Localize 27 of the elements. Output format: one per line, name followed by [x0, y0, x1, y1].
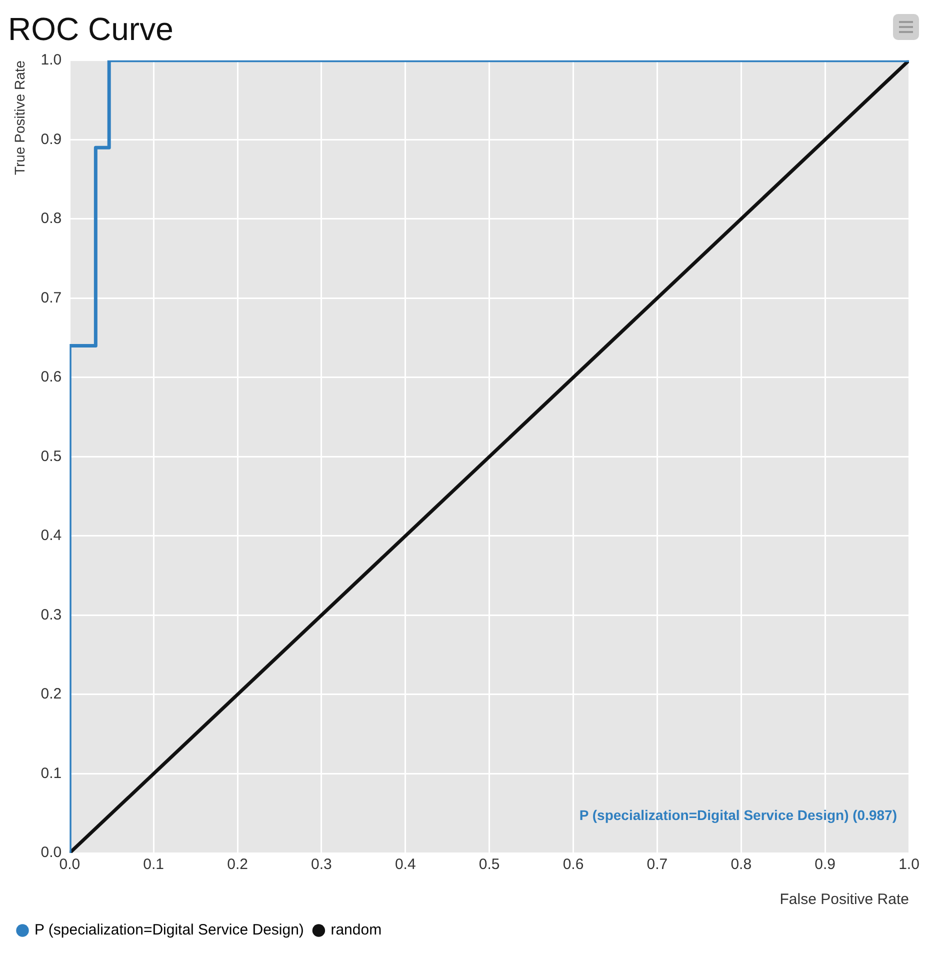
x-tick-label: 0.1 — [143, 856, 164, 874]
x-tick-label: 0.3 — [311, 856, 332, 874]
y-tick-label: 0.8 — [40, 210, 62, 228]
chart-title: ROC Curve — [8, 11, 174, 48]
x-tick-label: 0.7 — [646, 856, 668, 874]
y-tick-label: 0.7 — [40, 289, 62, 306]
x-tick-label: 0.6 — [562, 856, 584, 874]
x-tick-label: 0.2 — [227, 856, 248, 874]
x-tick-label: 0.5 — [478, 856, 500, 874]
x-axis-title: False Positive Rate — [780, 891, 909, 908]
y-tick-label: 0.9 — [40, 130, 62, 148]
legend-label: P (specialization=Digital Service Design) — [34, 922, 304, 939]
y-tick-label: 0.3 — [40, 606, 62, 624]
x-tick-label: 0.9 — [814, 856, 836, 874]
y-tick-label: 0.1 — [40, 764, 62, 782]
y-tick-label: 0.6 — [40, 368, 62, 386]
y-tick-label: 1.0 — [40, 52, 62, 69]
x-tick-label: 0.4 — [394, 856, 416, 874]
x-tick-label: 1.0 — [898, 856, 920, 874]
x-tick-label: 0.0 — [59, 856, 80, 874]
y-tick-label: 0.2 — [40, 686, 62, 703]
annotation: P (specialization=Digital Service Design) (0.987) — [579, 806, 897, 823]
y-tick-label: 0.4 — [40, 527, 62, 544]
y-tick-label: 0.5 — [40, 448, 62, 465]
legend-label: random — [330, 922, 382, 939]
x-tick-label: 0.8 — [730, 856, 752, 874]
y-axis-title: True Positive Rate — [11, 60, 28, 176]
